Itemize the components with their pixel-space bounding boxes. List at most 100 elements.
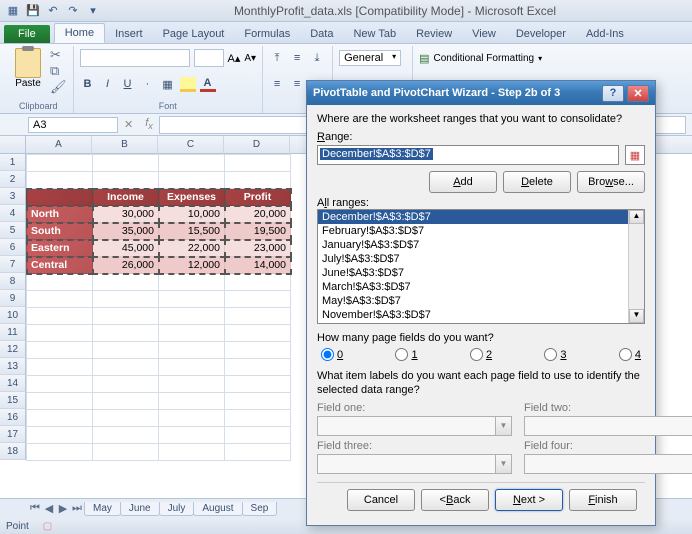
radio-3[interactable]: 3 — [544, 348, 566, 361]
list-item[interactable]: March!$A$3:$D$7 — [318, 280, 644, 294]
tab-page-layout[interactable]: Page Layout — [153, 25, 235, 43]
tab-review[interactable]: Review — [406, 25, 462, 43]
redo-icon[interactable]: ↷ — [64, 2, 82, 20]
list-item[interactable]: November!$A$3:$D$7 — [318, 308, 644, 322]
cell-C3[interactable]: Expenses — [159, 189, 225, 206]
radio-2[interactable]: 2 — [470, 348, 492, 361]
format-painter-icon[interactable]: 🖌 — [50, 80, 67, 94]
cell-D4[interactable]: 20,000 — [225, 206, 291, 223]
row-12[interactable]: 12 — [0, 341, 26, 358]
qat-customize-icon[interactable]: ▾ — [84, 2, 102, 20]
sheet-nav-first-icon[interactable]: ⏮ — [28, 502, 42, 515]
cell-C5[interactable]: 15,500 — [159, 223, 225, 240]
tab-data[interactable]: Data — [300, 25, 343, 43]
file-tab[interactable]: File — [4, 25, 50, 43]
row-6[interactable]: 6 — [0, 239, 26, 256]
cell-C6[interactable]: 22,000 — [159, 240, 225, 257]
row-14[interactable]: 14 — [0, 375, 26, 392]
cell-B3[interactable]: Income — [93, 189, 159, 206]
delete-button[interactable]: Delete — [503, 171, 571, 193]
col-B[interactable]: B — [92, 136, 158, 154]
list-item[interactable]: January!$A$3:$D$7 — [318, 238, 644, 252]
radio-0[interactable]: 0 — [321, 348, 343, 361]
cancel-formula-icon[interactable]: ✕ — [124, 118, 133, 131]
sheet-tab-august[interactable]: August — [193, 502, 242, 516]
increase-font-icon[interactable]: A▴ — [228, 52, 241, 65]
row-11[interactable]: 11 — [0, 324, 26, 341]
help-button[interactable]: ? — [602, 85, 624, 102]
cell-B6[interactable]: 45,000 — [93, 240, 159, 257]
row-8[interactable]: 8 — [0, 273, 26, 290]
fill-color-button[interactable] — [180, 77, 196, 92]
sheet-tab-july[interactable]: July — [159, 502, 195, 516]
sheet-tab-sep[interactable]: Sep — [242, 502, 278, 516]
range-picker-icon[interactable]: ▦ — [625, 145, 645, 165]
tab-formulas[interactable]: Formulas — [234, 25, 300, 43]
cell-B4[interactable]: 30,000 — [93, 206, 159, 223]
cell-A7[interactable]: Central — [27, 257, 93, 274]
align-left-icon[interactable]: ≡ — [269, 78, 285, 90]
tab-new[interactable]: New Tab — [343, 25, 406, 43]
list-item[interactable]: June!$A$3:$D$7 — [318, 266, 644, 280]
sheet-tab-june[interactable]: June — [120, 502, 160, 516]
add-button[interactable]: Add — [429, 171, 497, 193]
decrease-font-icon[interactable]: A▾ — [244, 53, 256, 64]
all-ranges-listbox[interactable]: December!$A$3:$D$7 February!$A$3:$D$7 Ja… — [317, 209, 645, 324]
list-item[interactable]: May!$A$3:$D$7 — [318, 294, 644, 308]
scroll-down-icon[interactable]: ▼ — [629, 309, 644, 323]
tab-home[interactable]: Home — [54, 23, 105, 43]
cell-D6[interactable]: 23,000 — [225, 240, 291, 257]
row-5[interactable]: 5 — [0, 222, 26, 239]
cell-D7[interactable]: 14,000 — [225, 257, 291, 274]
border-button[interactable]: ▦ — [160, 78, 176, 91]
row-3[interactable]: 3 — [0, 188, 26, 205]
font-size-select[interactable] — [194, 49, 224, 67]
row-17[interactable]: 17 — [0, 426, 26, 443]
conditional-formatting-icon[interactable]: ▤ — [419, 52, 429, 65]
tab-insert[interactable]: Insert — [105, 25, 153, 43]
name-box[interactable] — [28, 117, 118, 133]
font-color-button[interactable]: A — [200, 77, 216, 92]
align-middle-icon[interactable]: ≡ — [289, 52, 305, 64]
row-15[interactable]: 15 — [0, 392, 26, 409]
copy-icon[interactable]: ⧉ — [50, 64, 67, 78]
record-macro-icon[interactable]: ▢ — [43, 521, 52, 532]
fx-icon[interactable]: x — [145, 117, 153, 131]
cell-B7[interactable]: 26,000 — [93, 257, 159, 274]
row-7[interactable]: 7 — [0, 256, 26, 273]
sheet-nav-last-icon[interactable]: ⏭ — [70, 502, 84, 515]
cut-icon[interactable]: ✂ — [50, 48, 67, 62]
radio-1[interactable]: 1 — [395, 348, 417, 361]
tab-addins[interactable]: Add-Ins — [576, 25, 634, 43]
scroll-up-icon[interactable]: ▲ — [629, 210, 644, 224]
undo-icon[interactable]: ↶ — [44, 2, 62, 20]
row-18[interactable]: 18 — [0, 443, 26, 460]
cell-A5[interactable]: South — [27, 223, 93, 240]
browse-button[interactable]: Browse... — [577, 171, 645, 193]
cell-B5[interactable]: 35,000 — [93, 223, 159, 240]
cancel-button[interactable]: Cancel — [347, 489, 415, 511]
row-16[interactable]: 16 — [0, 409, 26, 426]
close-button[interactable]: ✕ — [627, 85, 649, 102]
conditional-formatting-button[interactable]: Conditional Formatting — [433, 53, 534, 64]
cell-D3[interactable]: Profit — [225, 189, 291, 206]
back-button[interactable]: < Back — [421, 489, 489, 511]
list-item[interactable]: July!$A$3:$D$7 — [318, 252, 644, 266]
col-C[interactable]: C — [158, 136, 224, 154]
align-top-icon[interactable]: ⤒ — [269, 52, 285, 65]
dialog-titlebar[interactable]: PivotTable and PivotChart Wizard - Step … — [307, 81, 655, 105]
next-button[interactable]: Next > — [495, 489, 563, 511]
number-format-select[interactable]: General▾ — [339, 50, 401, 66]
align-bottom-icon[interactable]: ⤓ — [309, 52, 325, 65]
bold-button[interactable]: B — [80, 78, 96, 90]
listbox-scrollbar[interactable]: ▲ ▼ — [628, 210, 644, 323]
col-D[interactable]: D — [224, 136, 290, 154]
row-9[interactable]: 9 — [0, 290, 26, 307]
sheet-nav-prev-icon[interactable]: ◀ — [42, 502, 56, 515]
paste-button[interactable]: Paste — [10, 48, 46, 94]
tab-developer[interactable]: Developer — [506, 25, 576, 43]
save-icon[interactable]: 💾 — [24, 2, 42, 20]
list-item[interactable]: December!$A$3:$D$7 — [318, 210, 644, 224]
tab-view[interactable]: View — [462, 25, 506, 43]
align-center-icon[interactable]: ≡ — [289, 78, 305, 90]
